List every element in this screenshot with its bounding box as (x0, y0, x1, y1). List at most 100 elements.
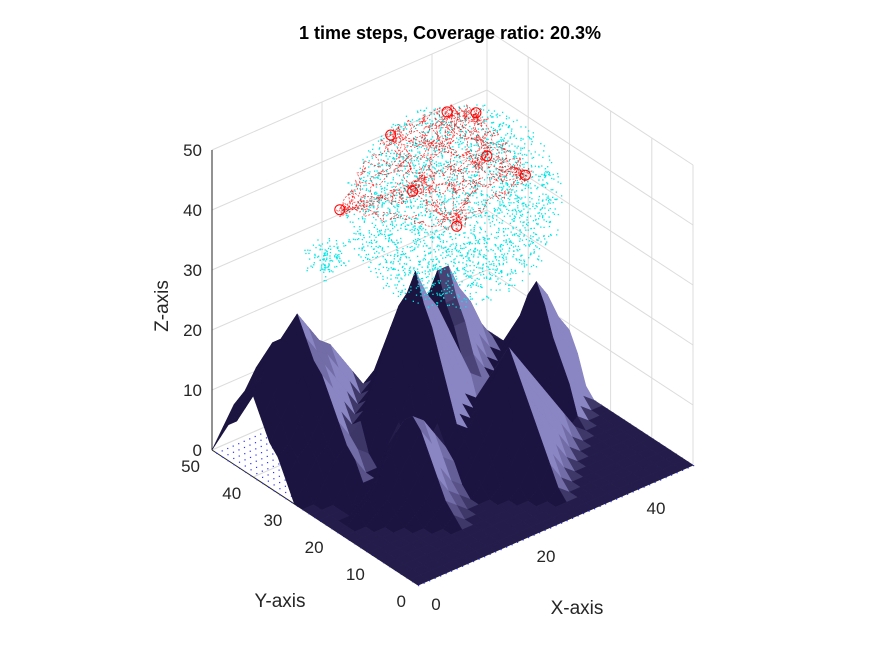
coverage-point (384, 231, 386, 233)
coverage-point (498, 227, 500, 230)
terrain-surface (211, 265, 694, 586)
coverage-point (508, 290, 510, 292)
coverage-point (399, 194, 401, 196)
coverage-point (472, 261, 474, 263)
coverage-point (501, 148, 503, 150)
coverage-point (462, 243, 465, 245)
coverage-point (399, 263, 401, 265)
coverage-point (454, 247, 456, 250)
coverage-point (527, 185, 529, 187)
coverage-point (443, 297, 445, 299)
coverage-point (413, 267, 415, 269)
coverage-point (420, 212, 422, 214)
coverage-point (363, 201, 365, 203)
coverage-point (427, 294, 429, 296)
coverage-point (415, 241, 417, 243)
coverage-point (430, 212, 432, 215)
coverage-point (498, 169, 500, 171)
coverage-point (422, 200, 425, 202)
coverage-point (417, 151, 419, 153)
coverage-point (482, 267, 484, 269)
coverage-point (448, 213, 451, 216)
coverage-point (419, 291, 422, 293)
coverage-point (440, 269, 443, 271)
coverage-point (529, 254, 532, 256)
coverage-point (357, 207, 360, 210)
coverage-point (488, 163, 490, 166)
coverage-point (478, 278, 480, 280)
coverage-point (413, 167, 415, 169)
coverage-point (369, 191, 371, 193)
coverage-point (430, 258, 432, 261)
coverage-point (505, 256, 507, 258)
coverage-point (486, 194, 488, 196)
coverage-point (404, 201, 406, 203)
coverage-point (502, 227, 505, 230)
coverage-point (507, 273, 509, 275)
coverage-point (495, 144, 498, 146)
coverage-point (417, 238, 419, 240)
coverage-point (452, 191, 455, 194)
coverage-point (433, 109, 435, 111)
coverage-point (390, 278, 392, 280)
coverage-point (516, 259, 518, 261)
coverage-point (402, 193, 404, 196)
coverage-point (377, 165, 380, 167)
coverage-point (508, 202, 510, 204)
coverage-point (360, 256, 362, 258)
coverage-point (529, 273, 531, 275)
coverage-point (400, 214, 402, 216)
coverage-point (522, 205, 524, 207)
coverage-point (393, 170, 395, 172)
coverage-point (385, 163, 387, 165)
coverage-point (439, 118, 441, 121)
grid-line-z (211, 29, 488, 151)
coverage-point (539, 215, 541, 217)
coverage-point (542, 216, 544, 218)
coverage-point (515, 233, 517, 235)
coverage-point (512, 209, 514, 211)
coverage-point (361, 249, 363, 251)
coverage-point (548, 173, 551, 175)
coverage-point (475, 134, 478, 137)
coverage-point (413, 229, 415, 232)
coverage-point (463, 139, 466, 141)
coverage-point (477, 128, 480, 130)
coverage-point (443, 124, 445, 126)
coverage-point (456, 269, 459, 271)
coverage-point (452, 273, 455, 275)
coverage-point (486, 249, 488, 251)
coverage-point (494, 253, 496, 255)
coverage-point (378, 174, 380, 177)
coverage-point (377, 163, 379, 165)
coverage-point (417, 285, 419, 288)
coverage-point (544, 213, 546, 215)
coverage-point (516, 147, 518, 149)
coverage-point (556, 234, 558, 236)
coverage-point (439, 193, 442, 195)
coverage-point (446, 241, 448, 243)
coverage-point (444, 201, 446, 203)
coverage-point (502, 255, 505, 257)
coverage-point (467, 257, 469, 259)
coverage-point (419, 260, 421, 262)
coverage-point (453, 271, 456, 273)
coverage-point (386, 199, 388, 202)
coverage-point (464, 198, 466, 200)
coverage-point (388, 239, 390, 242)
coverage-point (455, 156, 457, 158)
coverage-point (369, 179, 372, 182)
coverage-point (538, 237, 540, 239)
coverage-point (477, 158, 479, 160)
coverage-point (402, 265, 404, 268)
coverage-point (480, 249, 483, 251)
coverage-point (527, 224, 529, 227)
coverage-point (418, 146, 420, 148)
coverage-point (428, 263, 430, 265)
coverage-point (443, 163, 445, 166)
coverage-point (527, 181, 529, 183)
coverage-point (504, 143, 506, 145)
coverage-point (395, 155, 398, 157)
coverage-point (492, 153, 494, 155)
coverage-point (392, 123, 394, 126)
